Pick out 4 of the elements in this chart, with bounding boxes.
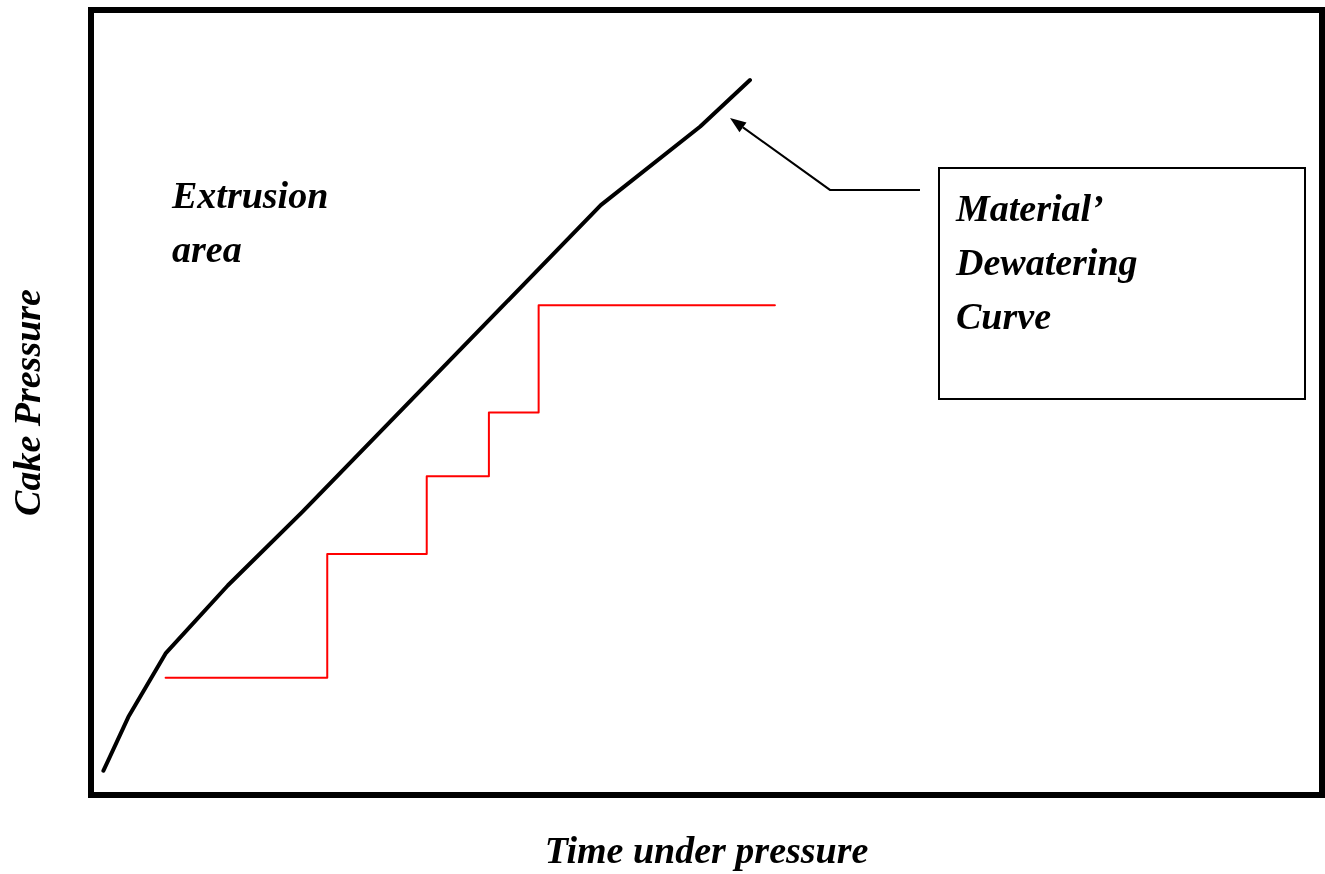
y-axis-title: Cake Pressure [6,288,48,516]
annotation: Extrusion area [172,173,330,272]
x-axis-title: Time under pressure [544,829,869,871]
annotation: Material’ Dewatering Curve [956,186,1139,339]
